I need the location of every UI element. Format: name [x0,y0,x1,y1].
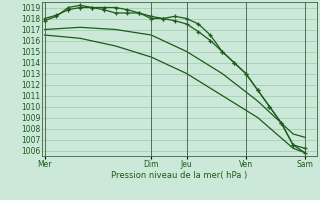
X-axis label: Pression niveau de la mer( hPa ): Pression niveau de la mer( hPa ) [111,171,247,180]
